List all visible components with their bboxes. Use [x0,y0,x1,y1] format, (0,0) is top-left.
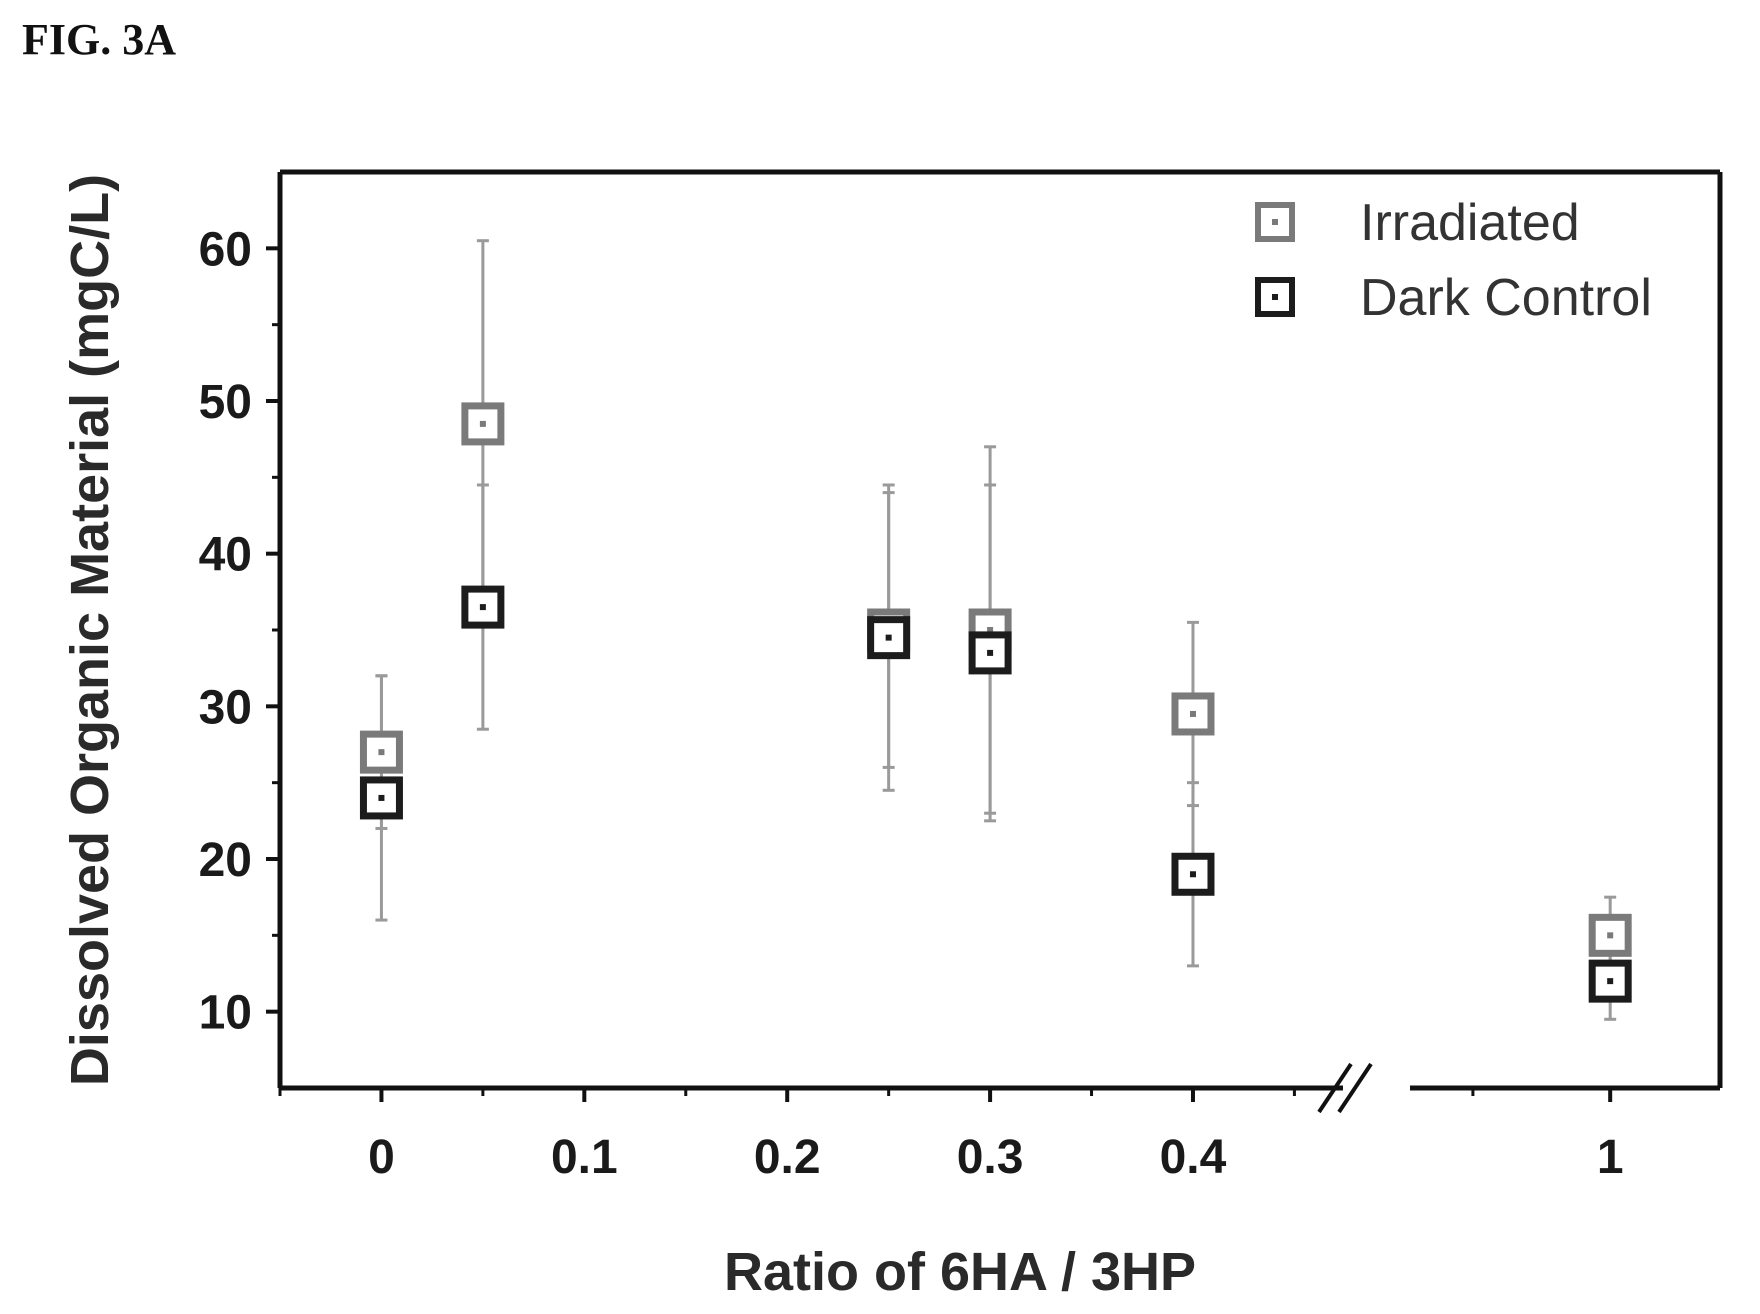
irradiated-point [461,402,505,446]
x-tick-label: 0.3 [957,1131,1024,1184]
marker-dot [987,649,994,656]
marker-square [1171,852,1215,896]
y-tick-label: 40 [199,529,252,582]
y-axis: 10 20 30 40 50 60 [199,223,280,1040]
marker-dot [479,604,486,611]
x-tick-label: 0.1 [551,1131,618,1184]
marker-square [968,631,1012,675]
dark-control-point [461,585,505,629]
legend-marker-dot [1272,294,1278,300]
y-tick-label: 50 [199,376,252,429]
x-axis: 0 0.1 0.2 0.3 0.4 1 [278,1088,1624,1184]
marker-square [461,402,505,446]
dark-control-point [1588,959,1632,1003]
marker-dot [378,749,385,756]
y-tick-label: 30 [199,681,252,734]
irradiated-point [1171,692,1215,736]
axis-break-mark [1317,1062,1353,1114]
dark-control-point [968,631,1012,675]
marker-square [1588,913,1632,957]
x-axis-title: Ratio of 6HA / 3HP [724,1242,1196,1302]
error-bars [375,239,1617,1021]
irradiated-point [359,730,403,774]
dark-control-point [359,776,403,820]
dark-control-point [867,616,911,660]
figure-label: FIG. 3A [22,15,176,64]
y-axis-title: Dissolved Organic Material (mgC/L) [60,174,120,1086]
y-tick-label: 60 [199,223,252,276]
y-tick-label: 20 [199,834,252,887]
y-tick-label: 10 [199,987,252,1040]
marker-square [867,616,911,660]
x-tick-label: 0 [368,1131,395,1184]
axis-break-mark [1337,1062,1373,1114]
marker-dot [1189,710,1196,717]
marker-dot [1189,871,1196,878]
marker-dot [479,420,486,427]
dark-control-point [1171,852,1215,896]
marker-dot [987,627,994,633]
x-tick-label: 0.4 [1160,1131,1227,1184]
irradiated-point [1588,913,1632,957]
legend-marker-dot [1272,219,1278,225]
legend-entry: Dark Control [1360,269,1652,327]
marker-square [1171,692,1215,736]
marker-square [461,585,505,629]
x-tick-label: 0.2 [754,1131,821,1184]
data-markers [359,402,1632,1003]
marker-dot [885,634,892,641]
marker-dot [1607,932,1614,939]
legend-entry: Irradiated [1360,194,1580,252]
x-tick-label: 1 [1597,1131,1624,1184]
marker-dot [378,794,385,801]
legend: Irradiated Dark Control [1255,194,1652,327]
marker-dot [1607,978,1614,985]
